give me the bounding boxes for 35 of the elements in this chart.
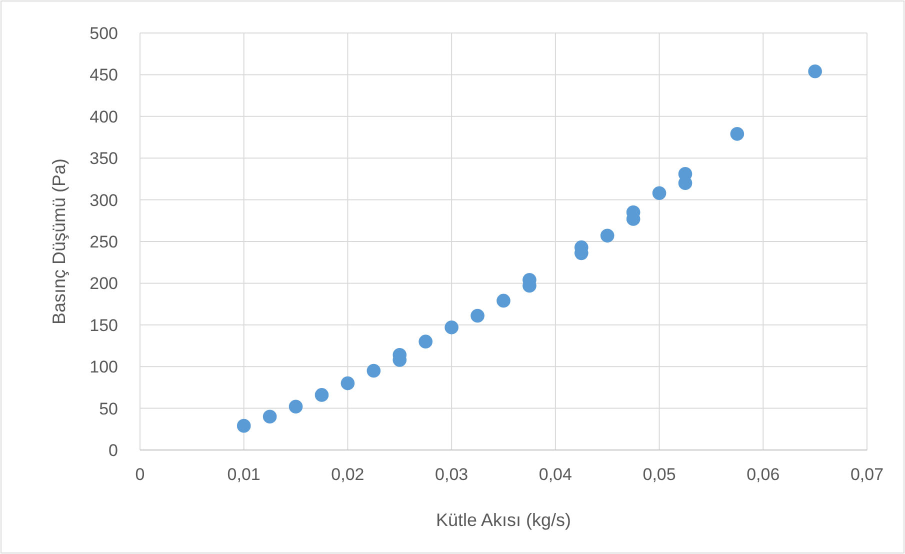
y-tick-label: 350: [90, 149, 118, 168]
y-tick-label: 50: [99, 399, 118, 418]
x-tick-label: 0,03: [435, 465, 468, 484]
x-tick-label: 0,02: [331, 465, 364, 484]
y-tick-label: 500: [90, 24, 118, 43]
y-tick-label: 100: [90, 358, 118, 377]
point: [496, 294, 510, 308]
y-tick-label: 400: [90, 107, 118, 126]
point: [652, 186, 666, 200]
y-tick-label: 0: [108, 440, 118, 460]
point: [600, 228, 614, 243]
y-tick-label: 300: [90, 190, 118, 210]
point: [470, 308, 484, 323]
y-tick-label: 250: [90, 232, 118, 252]
y-tick-label: 150: [90, 316, 118, 335]
point: [288, 400, 303, 414]
point: [418, 334, 433, 348]
x-tick-label: 0,05: [642, 465, 676, 484]
y-tick-label: 450: [90, 66, 118, 85]
point: [730, 127, 744, 141]
y-tick-label: 200: [90, 274, 118, 294]
x-tick-label: 0,04: [538, 465, 572, 484]
point: [236, 418, 251, 433]
point: [262, 410, 277, 424]
y-axis-title: Basınç Düşümü (Pa): [49, 158, 69, 325]
x-axis-title: Kütle Akısı (kg/s): [436, 510, 572, 530]
point: [340, 376, 355, 390]
x-tick-label: 0,01: [227, 465, 260, 484]
x-tick-label: 0,07: [850, 465, 884, 484]
x-tick-label: 0: [135, 465, 145, 484]
point: [444, 320, 458, 334]
point: [314, 388, 329, 402]
x-tick-label: 0,06: [746, 465, 780, 484]
point: [366, 364, 381, 378]
point: [808, 64, 822, 78]
